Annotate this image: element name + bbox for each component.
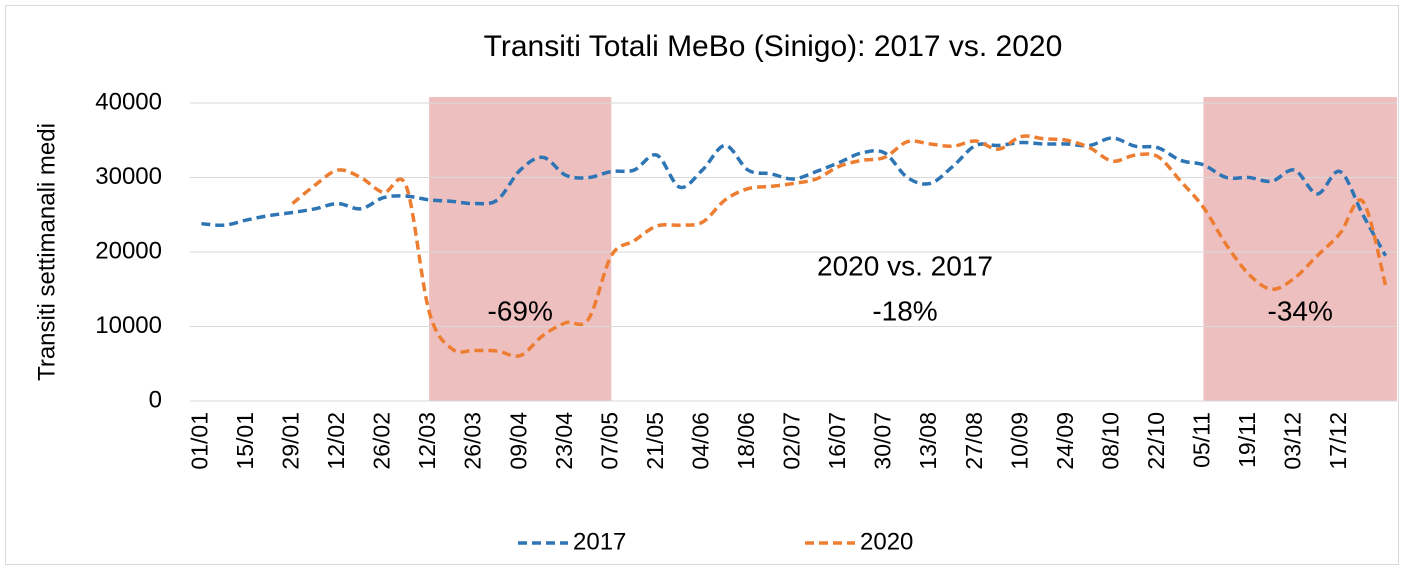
x-tick-label: 17/12 (1325, 412, 1351, 470)
x-tick-label: 09/04 (505, 412, 531, 470)
annotation: -18% (872, 295, 937, 326)
highlight-label: -69% (488, 295, 553, 326)
x-tick-label: 01/01 (186, 412, 212, 470)
chart-title: Transiti Totali MeBo (Sinigo): 2017 vs. … (484, 30, 1063, 63)
x-tick-label: 22/10 (1143, 412, 1169, 470)
y-tick-label: 20000 (95, 237, 162, 264)
x-tick-label: 30/07 (870, 412, 896, 470)
x-tick-label: 21/05 (642, 412, 668, 470)
x-tick-label: 04/06 (687, 412, 713, 470)
x-tick-label: 13/08 (915, 412, 941, 470)
x-tick-label: 12/02 (323, 412, 349, 470)
x-tick-label: 16/07 (824, 412, 850, 470)
y-tick-label: 40000 (95, 88, 162, 115)
x-tick-label: 03/12 (1280, 412, 1306, 470)
y-axis-label: Transiti settimanali medi (33, 123, 60, 381)
y-tick-label: 0 (149, 386, 162, 413)
highlight-region (1203, 97, 1397, 401)
data-line (291, 134, 1388, 358)
x-tick-label: 19/11 (1234, 412, 1260, 468)
annotation: 2020 vs. 2017 (817, 250, 993, 281)
data-line (201, 136, 1388, 257)
x-tick-label: 07/05 (596, 412, 622, 470)
x-tick-label: 08/10 (1097, 412, 1123, 470)
x-tick-label: 23/04 (551, 412, 577, 470)
y-tick-label: 30000 (95, 163, 162, 190)
x-tick-label: 05/11 (1189, 412, 1215, 468)
highlight-region (429, 97, 612, 401)
x-tick-label: 29/01 (278, 412, 304, 470)
legend-label: 2020 (860, 528, 913, 555)
x-tick-label: 15/01 (232, 412, 258, 470)
x-tick-label: 26/03 (460, 412, 486, 470)
chart-border (5, 5, 1399, 565)
legend-label: 2017 (573, 528, 626, 555)
x-tick-label: 26/02 (369, 412, 395, 470)
x-tick-label: 10/09 (1006, 412, 1032, 470)
y-tick-label: 10000 (95, 312, 162, 339)
x-tick-label: 27/08 (961, 412, 987, 470)
x-tick-label: 18/06 (733, 412, 759, 470)
x-tick-label: 02/07 (779, 412, 805, 470)
x-tick-label: 24/09 (1052, 412, 1078, 470)
highlight-label: -34% (1268, 295, 1333, 326)
x-tick-label: 12/03 (414, 412, 440, 470)
